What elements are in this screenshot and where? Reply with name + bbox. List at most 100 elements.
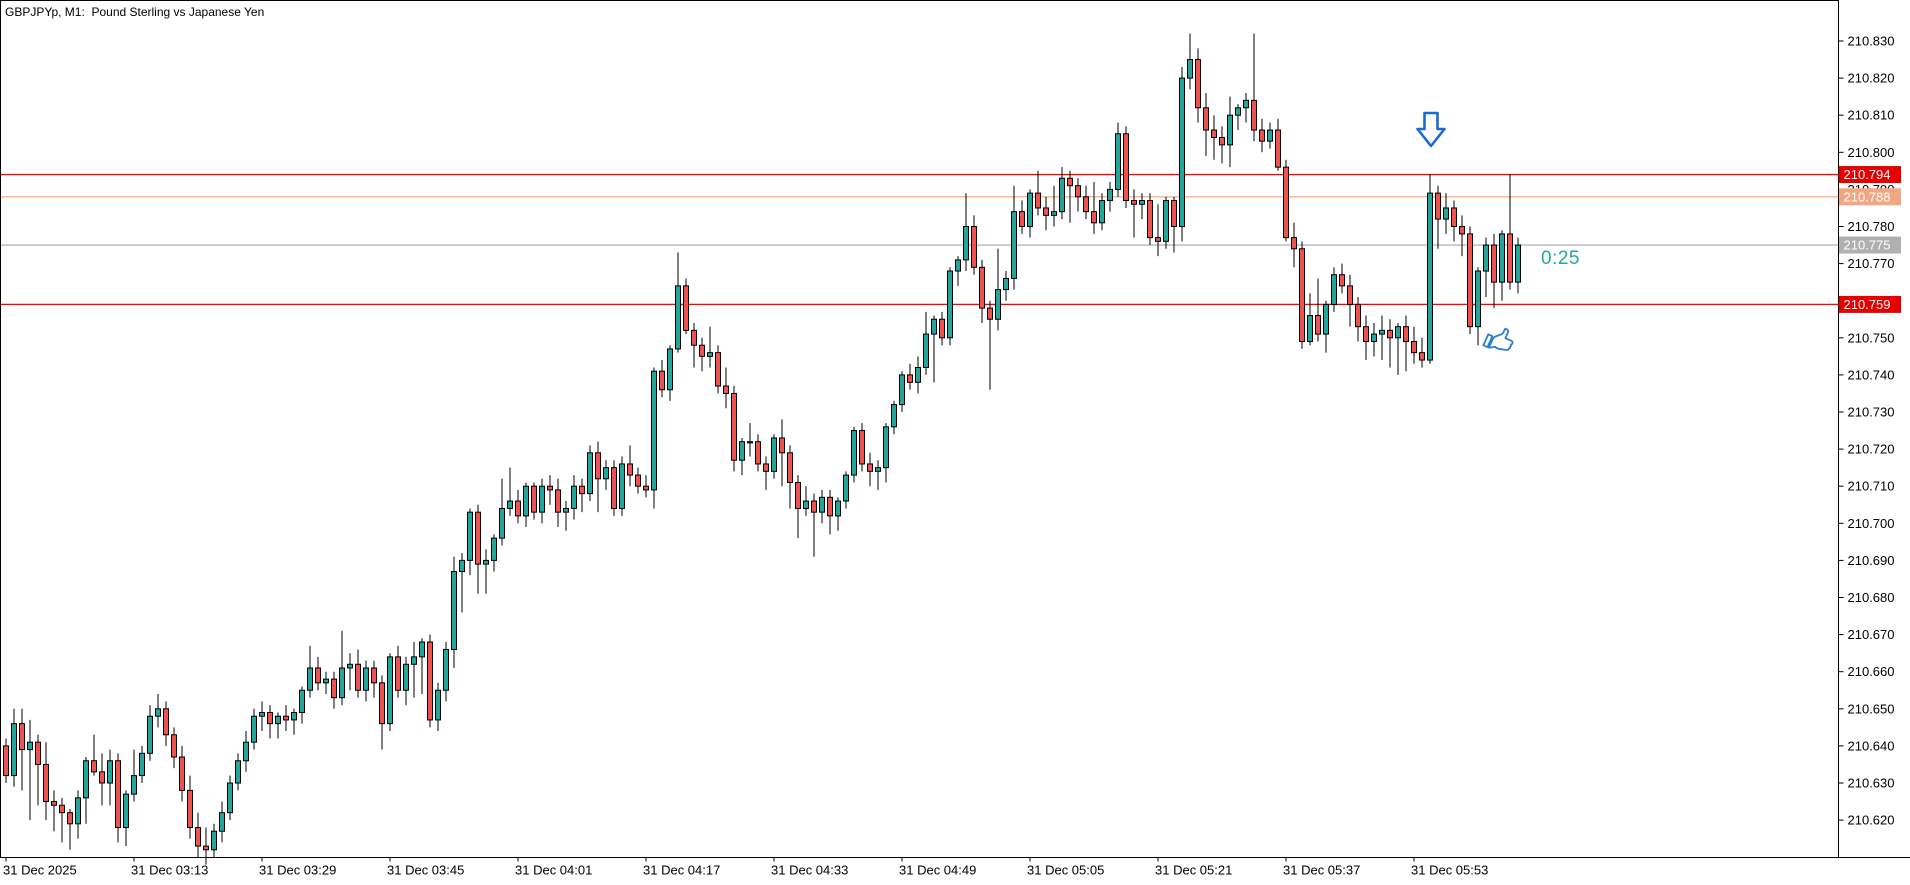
candle-body (875, 467, 881, 472)
candle-body (155, 708, 161, 717)
candle-body (171, 734, 177, 758)
price-tick-label: 210.830 (1848, 34, 1895, 49)
candle-body (1059, 177, 1065, 213)
candle-body (683, 285, 689, 331)
candle-body (787, 452, 793, 483)
candle-body (75, 797, 81, 825)
candle-body (1475, 270, 1481, 328)
candle-body (1275, 129, 1281, 168)
candle-body (371, 667, 377, 684)
candle-body (491, 537, 497, 561)
candle-body (907, 374, 913, 383)
candle-body (779, 437, 785, 454)
candle-body (1347, 285, 1353, 305)
time-tick-label: 31 Dec 03:29 (259, 863, 336, 878)
candle-body (379, 682, 385, 725)
candle-body (939, 318, 945, 339)
candle-body (51, 801, 57, 806)
candle-body (619, 463, 625, 509)
time-tick-label: 31 Dec 04:49 (899, 863, 976, 878)
candle-body (539, 485, 545, 513)
candle-body (195, 827, 201, 847)
candle-body (715, 352, 721, 387)
candle-body (571, 485, 577, 509)
price-badge-resistance-level (1839, 166, 1901, 184)
candle-body (187, 789, 193, 829)
candle-body (227, 782, 233, 814)
candle-body (515, 500, 521, 517)
candle-body (419, 641, 425, 658)
thumbs-up-icon[interactable] (1482, 323, 1516, 356)
candle-body (747, 441, 753, 444)
candle-body (459, 559, 465, 573)
candle-body (1339, 274, 1345, 287)
candle-body (587, 452, 593, 495)
candle-body (1395, 326, 1401, 339)
candle-body (1507, 233, 1513, 283)
down-arrow-icon[interactable] (1416, 111, 1446, 148)
candle-body (331, 678, 337, 699)
price-tick-label: 210.680 (1848, 590, 1895, 605)
candle-body (283, 715, 289, 721)
candle-body (1211, 129, 1217, 138)
candle-body (35, 741, 41, 765)
candle-body (1371, 333, 1377, 343)
candle-body (691, 329, 697, 346)
candle-body (251, 715, 257, 743)
time-tick-label: 31 Dec 04:33 (771, 863, 848, 878)
candle-body (1387, 329, 1393, 339)
price-tick-label: 210.690 (1848, 553, 1895, 568)
candle-body (1323, 303, 1329, 335)
candle-body (219, 812, 225, 832)
candle-body (315, 667, 321, 684)
time-tick-label: 31 Dec 03:45 (387, 863, 464, 878)
candle-body (1067, 177, 1073, 187)
candle-body (1075, 185, 1081, 198)
candle-body (771, 437, 777, 472)
candle-body (427, 641, 433, 721)
candle-body (1219, 136, 1225, 146)
candle-body (403, 663, 409, 691)
candle-body (411, 656, 417, 665)
candle-body (603, 467, 609, 480)
candle-countdown-timer: 0:25 (1541, 248, 1580, 269)
candle-body (1363, 326, 1369, 343)
candle-body (1019, 211, 1025, 228)
candle-body (811, 500, 817, 513)
price-tick-label: 210.780 (1848, 219, 1895, 234)
candle-body (1299, 248, 1305, 343)
time-tick-label: 31 Dec 05:37 (1283, 863, 1360, 878)
candle-body (1003, 277, 1009, 291)
candle-body (643, 485, 649, 491)
candle-body (83, 760, 89, 799)
candle-body (1171, 200, 1177, 227)
candle-body (851, 430, 857, 476)
candle-body (275, 715, 281, 725)
candle-body (531, 485, 537, 513)
candle-body (947, 270, 953, 339)
time-tick-label: 31 Dec 05:21 (1155, 863, 1232, 878)
candle-body (363, 667, 369, 691)
time-tick-label: 31 Dec 04:01 (515, 863, 592, 878)
price-tick-label: 210.660 (1848, 664, 1895, 679)
candle-body (955, 259, 961, 272)
candle-body (475, 511, 481, 565)
candle-body (1451, 207, 1457, 227)
price-axis-labels: 210.830210.820210.810210.800210.790210.7… (1838, 34, 1895, 828)
time-tick-label: 31 Dec 04:17 (643, 863, 720, 878)
price-tick-label: 210.720 (1848, 442, 1895, 457)
candle-body (1491, 244, 1497, 283)
candle-body (323, 678, 329, 684)
time-tick-label: 31 Dec 05:05 (1027, 863, 1104, 878)
candle-body (1419, 352, 1425, 361)
chart-symbol-title: GBPJPYp, M1: Pound Sterling vs Japanese … (5, 5, 265, 19)
candle-body (675, 285, 681, 350)
candle-body (803, 500, 809, 509)
candle-body (1411, 341, 1417, 354)
candle-body (1043, 207, 1049, 216)
price-level-lines (0, 173, 1838, 306)
candle-body (307, 667, 313, 691)
candle-body (915, 366, 921, 383)
